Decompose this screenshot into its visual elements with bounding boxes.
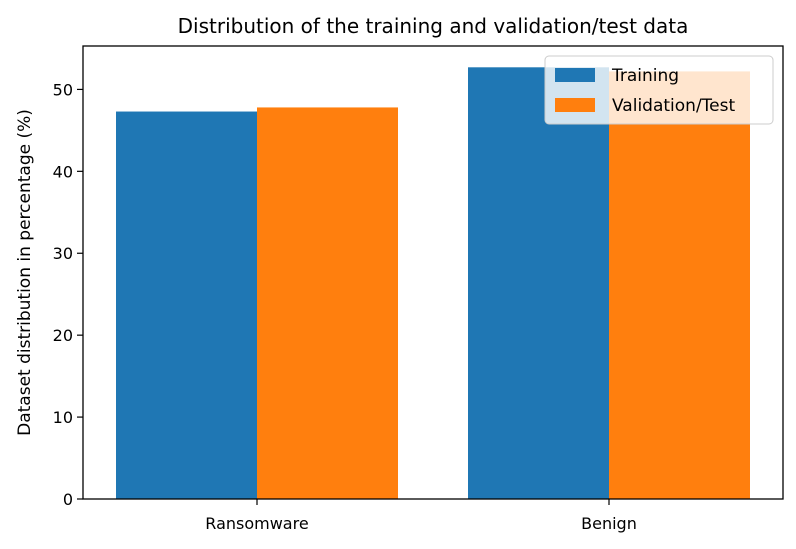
plot-frame [82, 45, 784, 500]
legend-swatch [555, 68, 595, 82]
x-tick-label: Ransomware [205, 514, 308, 533]
y-tick-label: 40 [53, 162, 73, 181]
x-tick-label: Benign [581, 514, 637, 533]
y-axis: 0 10 20 30 40 50 [53, 80, 83, 509]
legend-box [544, 55, 774, 125]
y-axis-label: Dataset distribution in percentage (%) [15, 109, 35, 436]
x-axis: Ransomware Benign [205, 499, 637, 533]
y-tick-label: 10 [53, 408, 73, 427]
y-tick-label: 0 [63, 490, 73, 509]
legend-label: Validation/Test [612, 96, 735, 116]
bar-validation-test-ransomware [257, 107, 398, 499]
bar-validation-test-benign [609, 71, 750, 499]
bar-training-ransomware [116, 111, 257, 500]
y-tick-label: 30 [53, 244, 73, 263]
legend: Training Validation/Test [544, 55, 774, 125]
chart-title: Distribution of the training and validat… [178, 14, 689, 38]
bar-training-benign [468, 67, 609, 499]
legend-label: Training [611, 66, 679, 86]
legend-swatch [555, 98, 595, 112]
y-tick-label: 50 [53, 80, 73, 99]
bars-group [116, 67, 750, 500]
y-tick-label: 20 [53, 326, 73, 345]
